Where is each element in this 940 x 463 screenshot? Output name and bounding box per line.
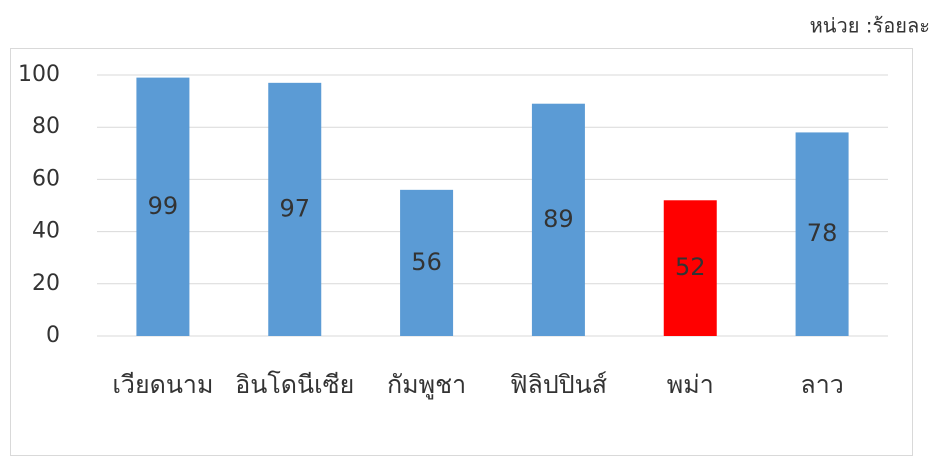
x-tick-label: อินโดนีเซีย: [235, 370, 354, 399]
bar: [136, 77, 190, 337]
y-tick-label: 40: [32, 219, 60, 244]
y-tick-label: 80: [32, 114, 60, 139]
x-tick-label: กัมพูชา: [387, 370, 466, 400]
y-tick-label: 0: [46, 323, 60, 348]
data-label: 97: [279, 194, 310, 222]
y-tick-label: 100: [18, 62, 60, 87]
bar: [531, 103, 585, 337]
data-label: 99: [148, 192, 179, 220]
bar: [268, 82, 322, 336]
data-label: 56: [411, 248, 442, 276]
bar: [400, 189, 454, 336]
bar: [795, 132, 849, 336]
x-tick-label: พม่า: [667, 370, 714, 399]
data-label: 52: [675, 253, 706, 281]
data-label: 78: [807, 219, 838, 247]
data-label: 89: [543, 205, 574, 233]
bar: [663, 200, 717, 336]
unit-label: หน่วย :ร้อยละ: [810, 14, 930, 38]
y-tick-label: 60: [32, 166, 60, 191]
x-tick-label: เวียดนาม: [112, 370, 213, 399]
x-tick-label: ฟิลิปปินส์: [510, 370, 607, 399]
x-tick-label: ลาว: [800, 370, 843, 399]
chart-frame: [10, 48, 913, 456]
y-tick-label: 20: [32, 271, 60, 296]
